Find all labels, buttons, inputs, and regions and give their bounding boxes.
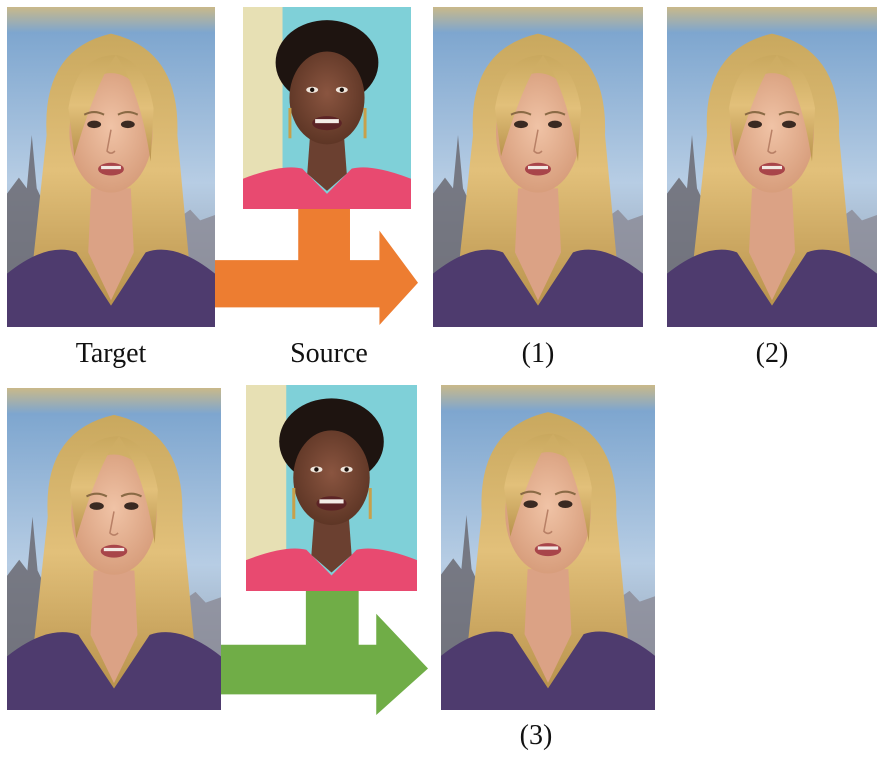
target-photo-bottom [7, 388, 221, 710]
target-photo-top [7, 7, 215, 327]
result-photo-2 [667, 7, 877, 327]
bent-arrow-right-icon-bottom [221, 591, 428, 715]
caption-source: Source [290, 338, 368, 369]
caption-result-2: (2) [755, 338, 789, 369]
result-photo-1 [433, 7, 643, 327]
source-photo-top [243, 7, 411, 209]
caption-result-1: (1) [521, 338, 555, 369]
result-photo-3 [441, 385, 655, 710]
source-photo-bottom [246, 385, 417, 591]
caption-target: Target [75, 338, 147, 369]
bent-arrow-right-icon-top [215, 209, 418, 327]
caption-result-3: (3) [519, 720, 553, 751]
